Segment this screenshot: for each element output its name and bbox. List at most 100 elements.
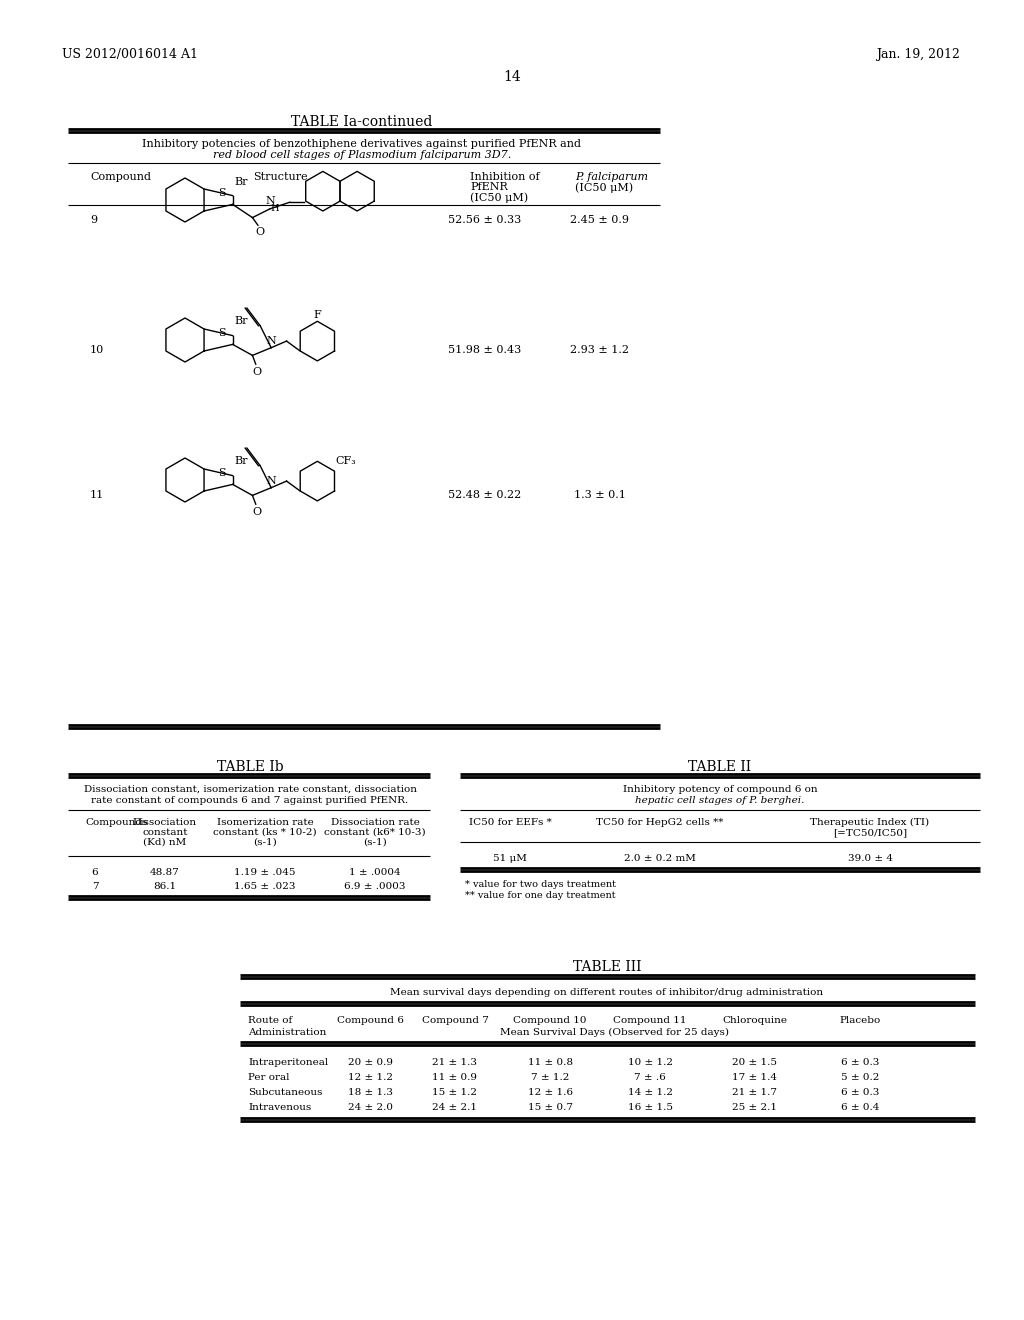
Text: rate constant of compounds 6 and 7 against purified PfENR.: rate constant of compounds 6 and 7 again… <box>91 796 409 805</box>
Text: S: S <box>218 469 225 478</box>
Text: 51 μM: 51 μM <box>494 854 527 863</box>
Text: 9: 9 <box>90 215 97 224</box>
Text: 51.98 ± 0.43: 51.98 ± 0.43 <box>449 345 521 355</box>
Text: ** value for one day treatment: ** value for one day treatment <box>465 891 615 900</box>
Text: 14 ± 1.2: 14 ± 1.2 <box>628 1088 673 1097</box>
Text: constant: constant <box>142 828 187 837</box>
Text: 2.45 ± 0.9: 2.45 ± 0.9 <box>570 215 630 224</box>
Text: 25 ± 2.1: 25 ± 2.1 <box>732 1104 777 1111</box>
Text: 10: 10 <box>90 345 104 355</box>
Text: Dissociation: Dissociation <box>133 818 197 828</box>
Text: 24 ± 2.1: 24 ± 2.1 <box>432 1104 477 1111</box>
Text: 52.48 ± 0.22: 52.48 ± 0.22 <box>449 490 521 500</box>
Text: P. falciparum: P. falciparum <box>575 172 648 182</box>
Text: 7: 7 <box>92 882 98 891</box>
Text: Isomerization rate: Isomerization rate <box>217 818 313 828</box>
Text: 48.87: 48.87 <box>151 869 180 876</box>
Text: 2.93 ± 1.2: 2.93 ± 1.2 <box>570 345 630 355</box>
Text: 1.3 ± 0.1: 1.3 ± 0.1 <box>574 490 626 500</box>
Text: constant (k6* 10-3): constant (k6* 10-3) <box>325 828 426 837</box>
Text: N: N <box>265 197 274 206</box>
Text: Mean Survival Days (Observed for 25 days): Mean Survival Days (Observed for 25 days… <box>501 1028 729 1038</box>
Text: 12 ± 1.6: 12 ± 1.6 <box>527 1088 572 1097</box>
Text: 39.0 ± 4: 39.0 ± 4 <box>848 854 893 863</box>
Text: Intravenous: Intravenous <box>248 1104 311 1111</box>
Text: 7 ± 1.2: 7 ± 1.2 <box>530 1073 569 1082</box>
Text: 17 ± 1.4: 17 ± 1.4 <box>732 1073 777 1082</box>
Text: Compounds: Compounds <box>85 818 147 828</box>
Text: Placebo: Placebo <box>840 1016 881 1026</box>
Text: Br: Br <box>234 457 248 466</box>
Text: Inhibition of: Inhibition of <box>470 172 540 182</box>
Text: 16 ± 1.5: 16 ± 1.5 <box>628 1104 673 1111</box>
Text: hepatic cell stages of P. berghei.: hepatic cell stages of P. berghei. <box>635 796 805 805</box>
Text: 52.56 ± 0.33: 52.56 ± 0.33 <box>449 215 521 224</box>
Text: 5 ± 0.2: 5 ± 0.2 <box>841 1073 880 1082</box>
Text: N: N <box>266 477 276 486</box>
Text: red blood cell stages of Plasmodium falciparum 3D7.: red blood cell stages of Plasmodium falc… <box>213 150 511 160</box>
Text: O: O <box>252 507 261 517</box>
Text: (s-1): (s-1) <box>364 838 387 847</box>
Text: Inhibitory potency of compound 6 on: Inhibitory potency of compound 6 on <box>623 785 817 795</box>
Text: (IC50 μM): (IC50 μM) <box>470 191 528 202</box>
Text: 10 ± 1.2: 10 ± 1.2 <box>628 1059 673 1067</box>
Text: 15 ± 0.7: 15 ± 0.7 <box>527 1104 572 1111</box>
Text: IC50 for EEFs *: IC50 for EEFs * <box>469 818 551 828</box>
Text: Compound 7: Compound 7 <box>422 1016 488 1026</box>
Text: TABLE II: TABLE II <box>688 760 752 774</box>
Text: 15 ± 1.2: 15 ± 1.2 <box>432 1088 477 1097</box>
Text: Per oral: Per oral <box>248 1073 290 1082</box>
Text: PfENR: PfENR <box>470 182 508 191</box>
Text: Therapeutic Index (TI): Therapeutic Index (TI) <box>810 818 930 828</box>
Text: US 2012/0016014 A1: US 2012/0016014 A1 <box>62 48 198 61</box>
Text: 11 ± 0.8: 11 ± 0.8 <box>527 1059 572 1067</box>
Text: 1.19 ± .045: 1.19 ± .045 <box>234 869 296 876</box>
Text: H: H <box>270 205 279 214</box>
Text: TABLE III: TABLE III <box>572 960 641 974</box>
Text: 21 ± 1.3: 21 ± 1.3 <box>432 1059 477 1067</box>
Text: S: S <box>218 189 225 198</box>
Text: 6 ± 0.4: 6 ± 0.4 <box>841 1104 880 1111</box>
Text: N: N <box>266 337 276 346</box>
Text: 6: 6 <box>92 869 98 876</box>
Text: 12 ± 1.2: 12 ± 1.2 <box>347 1073 392 1082</box>
Text: 20 ± 0.9: 20 ± 0.9 <box>347 1059 392 1067</box>
Text: Dissociation constant, isomerization rate constant, dissociation: Dissociation constant, isomerization rat… <box>84 785 417 795</box>
Text: Intraperitoneal: Intraperitoneal <box>248 1059 329 1067</box>
Text: 86.1: 86.1 <box>154 882 176 891</box>
Text: Jan. 19, 2012: Jan. 19, 2012 <box>877 48 961 61</box>
Text: 24 ± 2.0: 24 ± 2.0 <box>347 1104 392 1111</box>
Text: (Kd) nM: (Kd) nM <box>143 838 186 847</box>
Text: F: F <box>313 310 322 319</box>
Text: 1 ± .0004: 1 ± .0004 <box>349 869 400 876</box>
Text: (s-1): (s-1) <box>253 838 276 847</box>
Text: 6 ± 0.3: 6 ± 0.3 <box>841 1088 880 1097</box>
Text: Compound 10: Compound 10 <box>513 1016 587 1026</box>
Text: Br: Br <box>234 317 248 326</box>
Text: Compound: Compound <box>90 172 151 182</box>
Text: 7 ± .6: 7 ± .6 <box>634 1073 666 1082</box>
Text: 18 ± 1.3: 18 ± 1.3 <box>347 1088 392 1097</box>
Text: CF₃: CF₃ <box>336 457 356 466</box>
Text: constant (ks * 10-2): constant (ks * 10-2) <box>213 828 316 837</box>
Text: 14: 14 <box>503 70 521 84</box>
Text: O: O <box>252 367 261 378</box>
Text: Chloroquine: Chloroquine <box>723 1016 787 1026</box>
Text: Subcutaneous: Subcutaneous <box>248 1088 323 1097</box>
Text: Inhibitory potencies of benzothiphene derivatives against purified PfENR and: Inhibitory potencies of benzothiphene de… <box>142 139 582 149</box>
Text: 1.65 ± .023: 1.65 ± .023 <box>234 882 296 891</box>
Text: (IC50 μM): (IC50 μM) <box>575 182 633 193</box>
Text: 6 ± 0.3: 6 ± 0.3 <box>841 1059 880 1067</box>
Text: Dissociation rate: Dissociation rate <box>331 818 420 828</box>
Text: Br: Br <box>234 177 248 187</box>
Text: 11 ± 0.9: 11 ± 0.9 <box>432 1073 477 1082</box>
Text: 20 ± 1.5: 20 ± 1.5 <box>732 1059 777 1067</box>
Text: * value for two days treatment: * value for two days treatment <box>465 880 616 888</box>
Text: TABLE Ia-continued: TABLE Ia-continued <box>291 115 433 129</box>
Text: Compound 11: Compound 11 <box>613 1016 687 1026</box>
Text: Route of: Route of <box>248 1016 292 1026</box>
Text: 2.0 ± 0.2 mM: 2.0 ± 0.2 mM <box>624 854 696 863</box>
Text: 21 ± 1.7: 21 ± 1.7 <box>732 1088 777 1097</box>
Text: 11: 11 <box>90 490 104 500</box>
Text: O: O <box>256 227 265 236</box>
